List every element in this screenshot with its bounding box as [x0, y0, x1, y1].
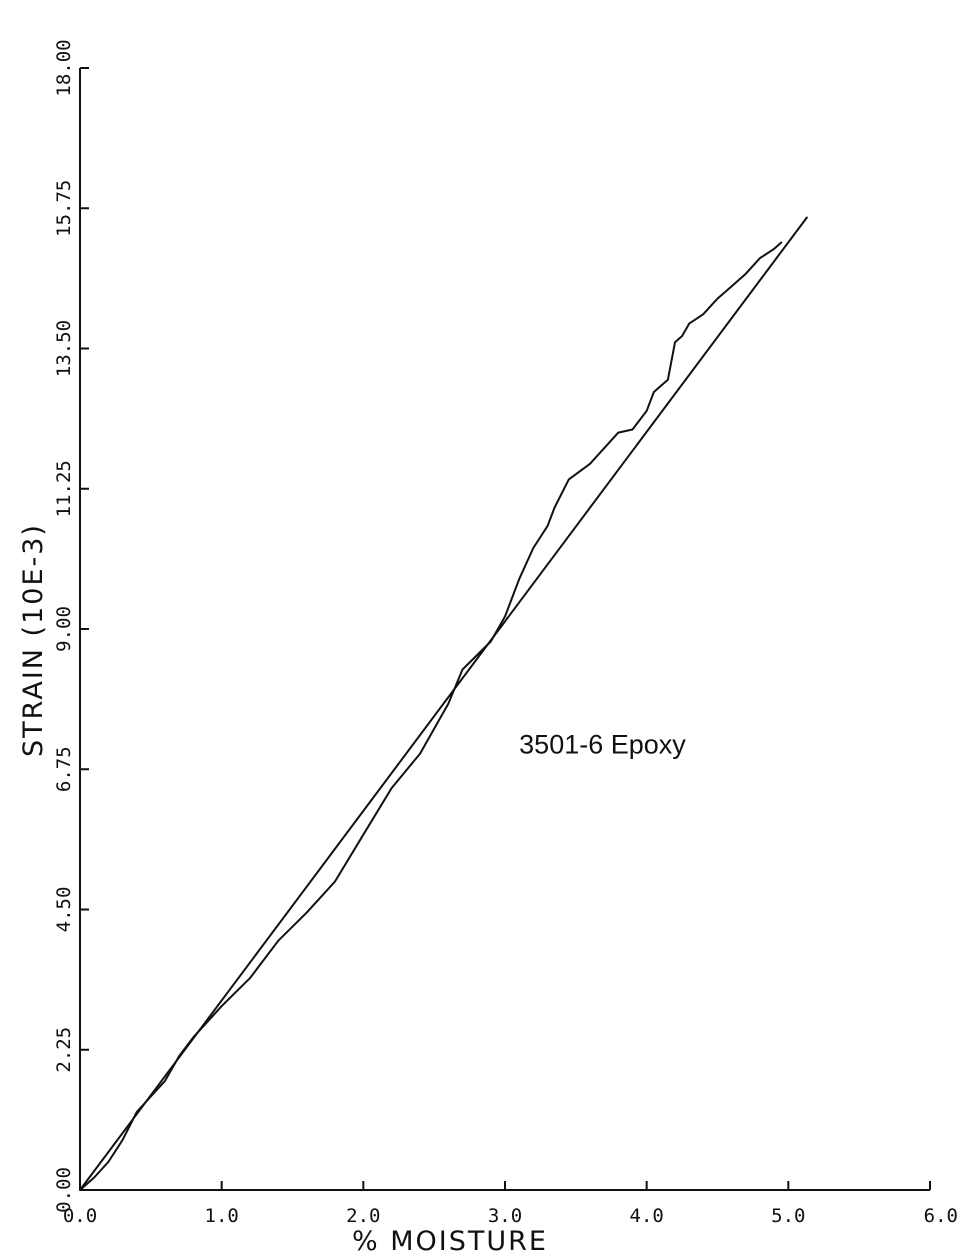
x-axis-title: % MOISTURE — [352, 1226, 548, 1257]
x-tick-label: 4.0 — [630, 1205, 664, 1227]
series-line-measured — [79, 241, 783, 1191]
ticks: 0.0 1.0 2.0 3.0 4.0 5.0 6.0 0.00 2.25 4.50 6.75 9.0… — [53, 39, 958, 1227]
x-tick-label: 6.0 — [924, 1205, 958, 1227]
y-tick-label: 18.00 — [53, 39, 75, 96]
y-axis-title: STRAIN (10E-3) — [18, 523, 49, 757]
x-tick-label: 2.0 — [346, 1205, 380, 1227]
y-tick-label: 11.25 — [53, 460, 75, 517]
series-layer — [79, 216, 808, 1191]
y-tick-label: 2.25 — [53, 1027, 75, 1073]
x-tick-label: 5.0 — [771, 1205, 805, 1227]
y-tick-label: 9.00 — [53, 606, 75, 652]
x-tick-label: 3.0 — [488, 1205, 522, 1227]
y-tick-label: 0.00 — [53, 1167, 75, 1213]
y-tick-label: 13.50 — [53, 320, 75, 377]
x-tick-label: 0.0 — [63, 1205, 97, 1227]
y-tick-label: 4.50 — [53, 887, 75, 933]
x-tick-label: 1.0 — [205, 1205, 239, 1227]
y-tick-label: 15.75 — [53, 180, 75, 237]
annotation-epoxy-label: 3501-6 Epoxy — [519, 730, 686, 760]
y-tick-label: 6.75 — [53, 746, 75, 792]
